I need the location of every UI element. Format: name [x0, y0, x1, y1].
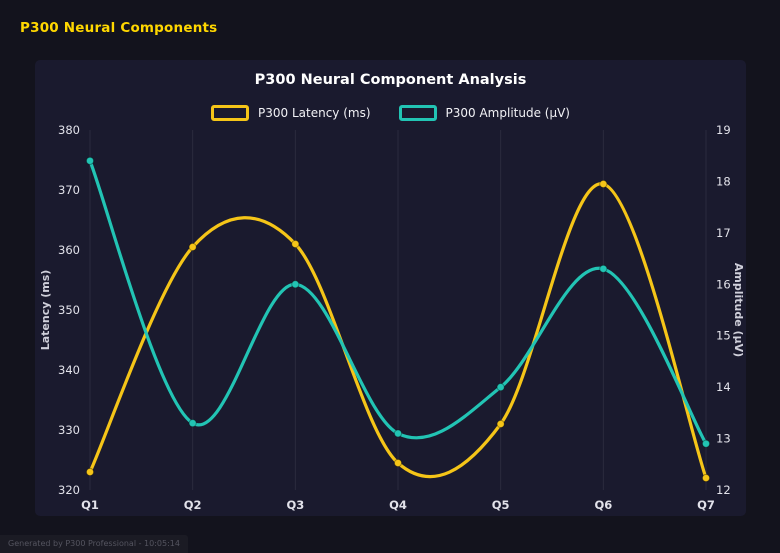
latency-point[interactable] [188, 242, 197, 252]
right-axis-title: Amplitude (μV) [732, 263, 745, 357]
latency-point[interactable] [85, 467, 95, 477]
legend-item-amplitude[interactable]: P300 Amplitude (μV) [398, 105, 570, 121]
amplitude-point[interactable] [496, 383, 505, 392]
amplitude-point[interactable] [701, 439, 711, 448]
latency-point[interactable] [599, 179, 608, 189]
chart-canvas[interactable]: 320 330 340 350 360 370 380 12 13 14 15 16 17 18 19 Q1 Q… [35, 60, 746, 516]
latency-point[interactable] [496, 419, 505, 429]
x-axis-tick: Q2 [184, 498, 202, 512]
left-axis-tick: 330 [58, 423, 80, 437]
right-axis-tick: 19 [716, 123, 731, 137]
amplitude-point[interactable] [291, 280, 300, 289]
left-axis-tick: 320 [58, 483, 80, 497]
chart-legend: P300 Latency (ms) P300 Amplitude (μV) [35, 102, 746, 124]
right-axis-tick: 15 [716, 329, 731, 343]
left-axis-title: Latency (ms) [39, 270, 52, 351]
right-axis-tick: 12 [716, 483, 731, 497]
amplitude-point[interactable] [599, 264, 608, 273]
left-axis-tick: 370 [58, 183, 80, 197]
right-axis-tick: 18 [716, 174, 731, 188]
left-axis-tick: 360 [58, 243, 80, 257]
latency-point[interactable] [393, 458, 403, 468]
right-axis-tick: 17 [716, 226, 731, 240]
latency-point[interactable] [291, 239, 300, 249]
legend-swatch-icon [211, 105, 249, 121]
x-axis-tick: Q3 [286, 498, 304, 512]
footer-status: Generated by P300 Professional - 10:05:1… [0, 535, 188, 553]
x-axis-tick: Q7 [697, 498, 715, 512]
right-axis-tick: 16 [716, 277, 731, 291]
amplitude-point[interactable] [188, 419, 197, 428]
page-title: P300 Neural Components [20, 20, 218, 36]
chart-panel: 320 330 340 350 360 370 380 12 13 14 15 16 17 18 19 Q1 Q… [35, 60, 746, 516]
left-axis-tick: 380 [58, 123, 80, 137]
x-axis-tick: Q4 [389, 498, 407, 512]
amplitude-point[interactable] [393, 429, 403, 438]
x-axis-tick: Q1 [81, 498, 99, 512]
amplitude-point[interactable] [85, 156, 95, 165]
right-axis-tick: 13 [716, 432, 731, 446]
latency-point[interactable] [701, 473, 711, 483]
left-axis-tick: 340 [58, 363, 80, 377]
legend-item-latency[interactable]: P300 Latency (ms) [211, 105, 371, 121]
left-axis-tick: 350 [58, 303, 80, 317]
x-axis-tick: Q5 [492, 498, 510, 512]
x-axis-tick: Q6 [594, 498, 612, 512]
legend-label: P300 Amplitude (μV) [445, 106, 570, 120]
legend-label: P300 Latency (ms) [258, 106, 371, 120]
legend-swatch-icon [398, 105, 437, 121]
right-axis-tick: 14 [716, 380, 731, 394]
chart-title: P300 Neural Component Analysis [254, 72, 527, 88]
